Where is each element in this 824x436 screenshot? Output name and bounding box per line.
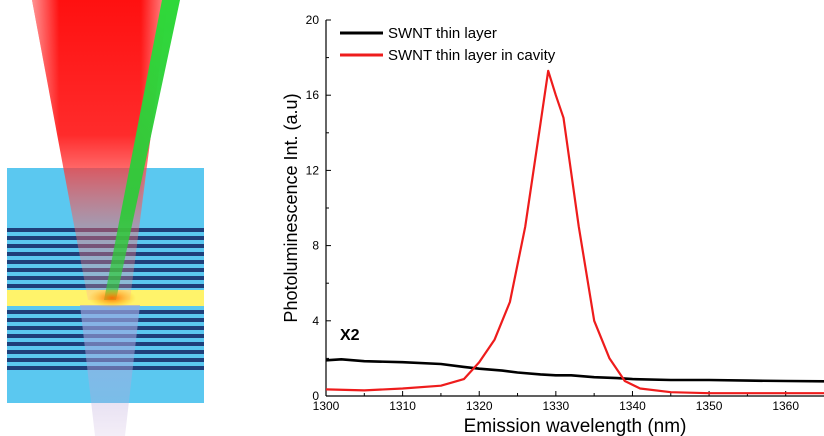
- x-tick-label: 1320: [466, 399, 493, 413]
- x-tick-label: 1360: [772, 399, 799, 413]
- y-tick-label: 16: [306, 88, 320, 102]
- y-tick-label: 0: [312, 389, 319, 403]
- cavity-schematic: [7, 0, 204, 436]
- x-tick-labels: 1300 1310 1320 1330 1340 1350 1360: [313, 399, 800, 413]
- x-axis-title: Emission wavelength (nm): [464, 416, 687, 436]
- legend-label: SWNT thin layer in cavity: [388, 47, 556, 64]
- legend-label: SWNT thin layer: [388, 25, 497, 42]
- x-tick-label: 1300: [313, 399, 340, 413]
- y-tick-label: 20: [306, 13, 320, 27]
- y-tick-labels: 0 4 8 12 16 20: [306, 13, 320, 403]
- x-tick-label: 1340: [619, 399, 646, 413]
- excitation-spot: [88, 288, 136, 308]
- green-laser-beam: [104, 0, 180, 300]
- x-tick-label: 1310: [389, 399, 416, 413]
- transmitted-beam: [80, 305, 140, 436]
- y-tick-label: 4: [312, 314, 319, 328]
- legend-item: SWNT thin layer: [340, 25, 497, 42]
- legend: SWNT thin layer SWNT thin layer in cavit…: [340, 25, 556, 64]
- red-laser-beam-edge-fade: [32, 0, 168, 300]
- legend-item: SWNT thin layer in cavity: [340, 47, 556, 64]
- chart: 1300 1310 1320 1330 1340 1350 1360 0 4 8 12 16 20 E…: [281, 13, 824, 436]
- x-tick-label: 1350: [696, 399, 723, 413]
- y-axis-title: Photoluminescence Int. (a.u): [281, 93, 301, 322]
- axes: [325, 19, 824, 397]
- series-line-swnt-in-cavity: [325, 69, 824, 395]
- y-tick-label: 12: [306, 163, 320, 177]
- x-tick-label: 1330: [542, 399, 569, 413]
- series-lines: [325, 69, 824, 395]
- scale-annotation: X2: [340, 327, 360, 344]
- series-line-swnt-thin-layer: [325, 357, 824, 383]
- y-tick-label: 8: [312, 239, 319, 253]
